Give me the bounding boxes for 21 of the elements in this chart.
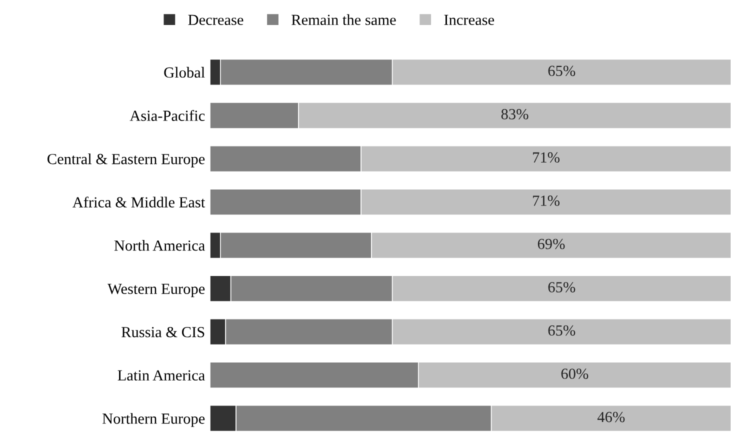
y-tick-label: Asia-Pacific	[130, 110, 205, 121]
y-tick-label: Latin America	[118, 370, 205, 381]
y-tick-label: Global	[164, 66, 205, 78]
legend-label: Remain the same	[292, 14, 396, 26]
y-tick-label: Central & Eastern Europe	[48, 153, 205, 168]
y-tick-label: North America	[114, 240, 205, 251]
data-label: 60%	[561, 368, 588, 379]
data-label: 69%	[538, 238, 565, 250]
y-tick-label: Western Europe	[108, 284, 205, 298]
data-label: 71%	[533, 196, 560, 206]
data-label: 71%	[533, 152, 560, 163]
y-tick-label: Northern Europe	[102, 413, 205, 427]
legend-label: Increase	[444, 14, 494, 26]
data-label: 83%	[501, 109, 528, 120]
y-tick-label: Africa & Middle East	[72, 196, 206, 208]
y-tick-label: Russia & CIS	[122, 326, 204, 338]
data-label: 65%	[548, 325, 576, 336]
data-label: 65%	[548, 66, 576, 76]
data-label: 65%	[548, 282, 576, 292]
data-label: 46%	[597, 412, 625, 422]
legend-label: Decrease	[188, 14, 244, 26]
